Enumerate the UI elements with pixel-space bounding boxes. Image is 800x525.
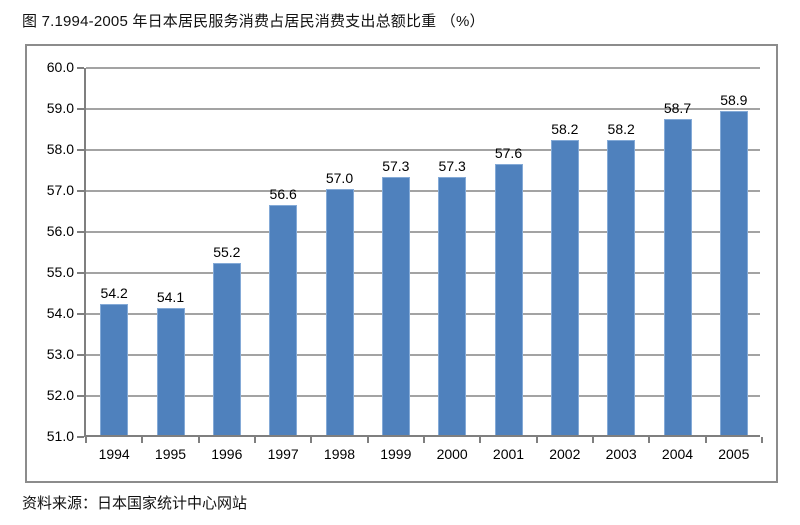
bar-value-label: 57.3 — [382, 157, 410, 174]
y-tick-label: 53.0 — [46, 346, 74, 362]
y-tick-label: 54.0 — [46, 305, 74, 321]
x-tick-label: 2002 — [549, 446, 581, 462]
x-axis-tick — [479, 437, 482, 443]
bar — [156, 307, 185, 435]
y-axis-tick — [77, 313, 84, 315]
x-tick-label: 2005 — [718, 446, 750, 462]
plot-area: 51.0 52.0 53.0 54.0 55.0 56.0 57.0 58.0 59.0 60.0… — [47, 59, 763, 462]
bar-value-label: 57.3 — [438, 157, 466, 174]
bar — [550, 139, 579, 435]
y-gridline — [86, 231, 760, 233]
x-axis-tick — [592, 437, 594, 443]
x-axis-tick — [197, 437, 200, 443]
bar-value-label: 57.6 — [494, 145, 523, 162]
x-tick-label: 1996 — [211, 446, 243, 462]
y-gridline — [86, 108, 760, 110]
x-axis-tick — [85, 437, 87, 443]
x-axis-tick — [254, 437, 256, 443]
y-gridline — [86, 272, 760, 274]
bar — [381, 176, 410, 435]
x-axis-tick — [761, 437, 763, 443]
x-axis-tick — [535, 437, 538, 443]
bar-value-label: 58.7 — [663, 100, 692, 117]
chart-frame: 51.0 52.0 53.0 54.0 55.0 56.0 57.0 58.0 59.0 60.0… — [25, 44, 778, 483]
y-tick-label: 56.0 — [46, 223, 74, 239]
bar — [607, 139, 636, 435]
bar — [494, 164, 523, 435]
y-axis-tick — [77, 67, 84, 69]
bar-value-label: 58.2 — [607, 120, 635, 137]
bar-value-label: 57.0 — [325, 170, 354, 186]
bar — [100, 303, 129, 435]
y-tick-label: 52.0 — [46, 387, 74, 403]
y-gridline — [86, 354, 760, 356]
y-axis-tick — [77, 436, 84, 438]
bar-value-label: 54.2 — [100, 284, 128, 301]
y-gridline — [86, 190, 760, 192]
x-axis-tick — [366, 437, 369, 443]
bar — [325, 189, 354, 435]
y-tick-label: 55.0 — [46, 264, 74, 280]
x-tick-label: 1997 — [267, 446, 299, 462]
bar — [438, 176, 467, 435]
y-tick-label: 60.0 — [46, 59, 74, 75]
x-axis-tick — [423, 437, 425, 443]
y-gridline — [86, 149, 760, 151]
y-gridline — [86, 313, 760, 315]
y-gridline — [86, 395, 760, 397]
x-tick-label: 1995 — [154, 446, 187, 462]
bar-value-label: 54.1 — [156, 288, 185, 305]
bar — [212, 262, 241, 435]
bar — [269, 205, 298, 435]
y-tick-label: 57.0 — [46, 182, 74, 198]
x-tick-label: 2004 — [661, 446, 694, 462]
y-axis-tick — [77, 108, 84, 110]
y-axis-tick — [77, 149, 84, 151]
y-tick-label: 59.0 — [46, 100, 74, 116]
y-tick-label: 51.0 — [46, 428, 74, 444]
bar — [663, 119, 692, 435]
source-note: 资料来源：日本国家统计中心网站 — [22, 495, 248, 512]
y-gridline — [86, 67, 760, 69]
bar-value-label: 56.6 — [269, 186, 297, 203]
y-axis-tick — [77, 395, 84, 397]
x-tick-label: 1998 — [323, 446, 356, 462]
y-axis-tick — [77, 231, 84, 233]
y-axis-tick — [77, 272, 84, 274]
x-axis-tick — [704, 437, 707, 443]
x-axis-tick — [141, 437, 144, 443]
page-title: 图 7.1994-2005 年日本居民服务消费占居民消费支出总额比重 （%） — [22, 13, 485, 30]
x-tick-label: 2001 — [492, 446, 525, 462]
x-axis-tick — [310, 437, 313, 443]
bar-value-label: 55.2 — [213, 243, 241, 260]
x-tick-label: 2000 — [436, 446, 468, 462]
bar-value-label: 58.9 — [720, 92, 748, 109]
x-tick-label: 2003 — [605, 446, 637, 462]
x-tick-label: 1994 — [98, 446, 130, 462]
x-axis-tick — [648, 437, 651, 443]
bar — [719, 111, 748, 435]
bar-value-label: 58.2 — [551, 120, 579, 137]
y-axis-tick — [77, 190, 84, 192]
x-tick-label: 1999 — [380, 446, 412, 462]
y-axis-tick — [77, 354, 84, 356]
y-tick-label: 58.0 — [46, 141, 74, 157]
